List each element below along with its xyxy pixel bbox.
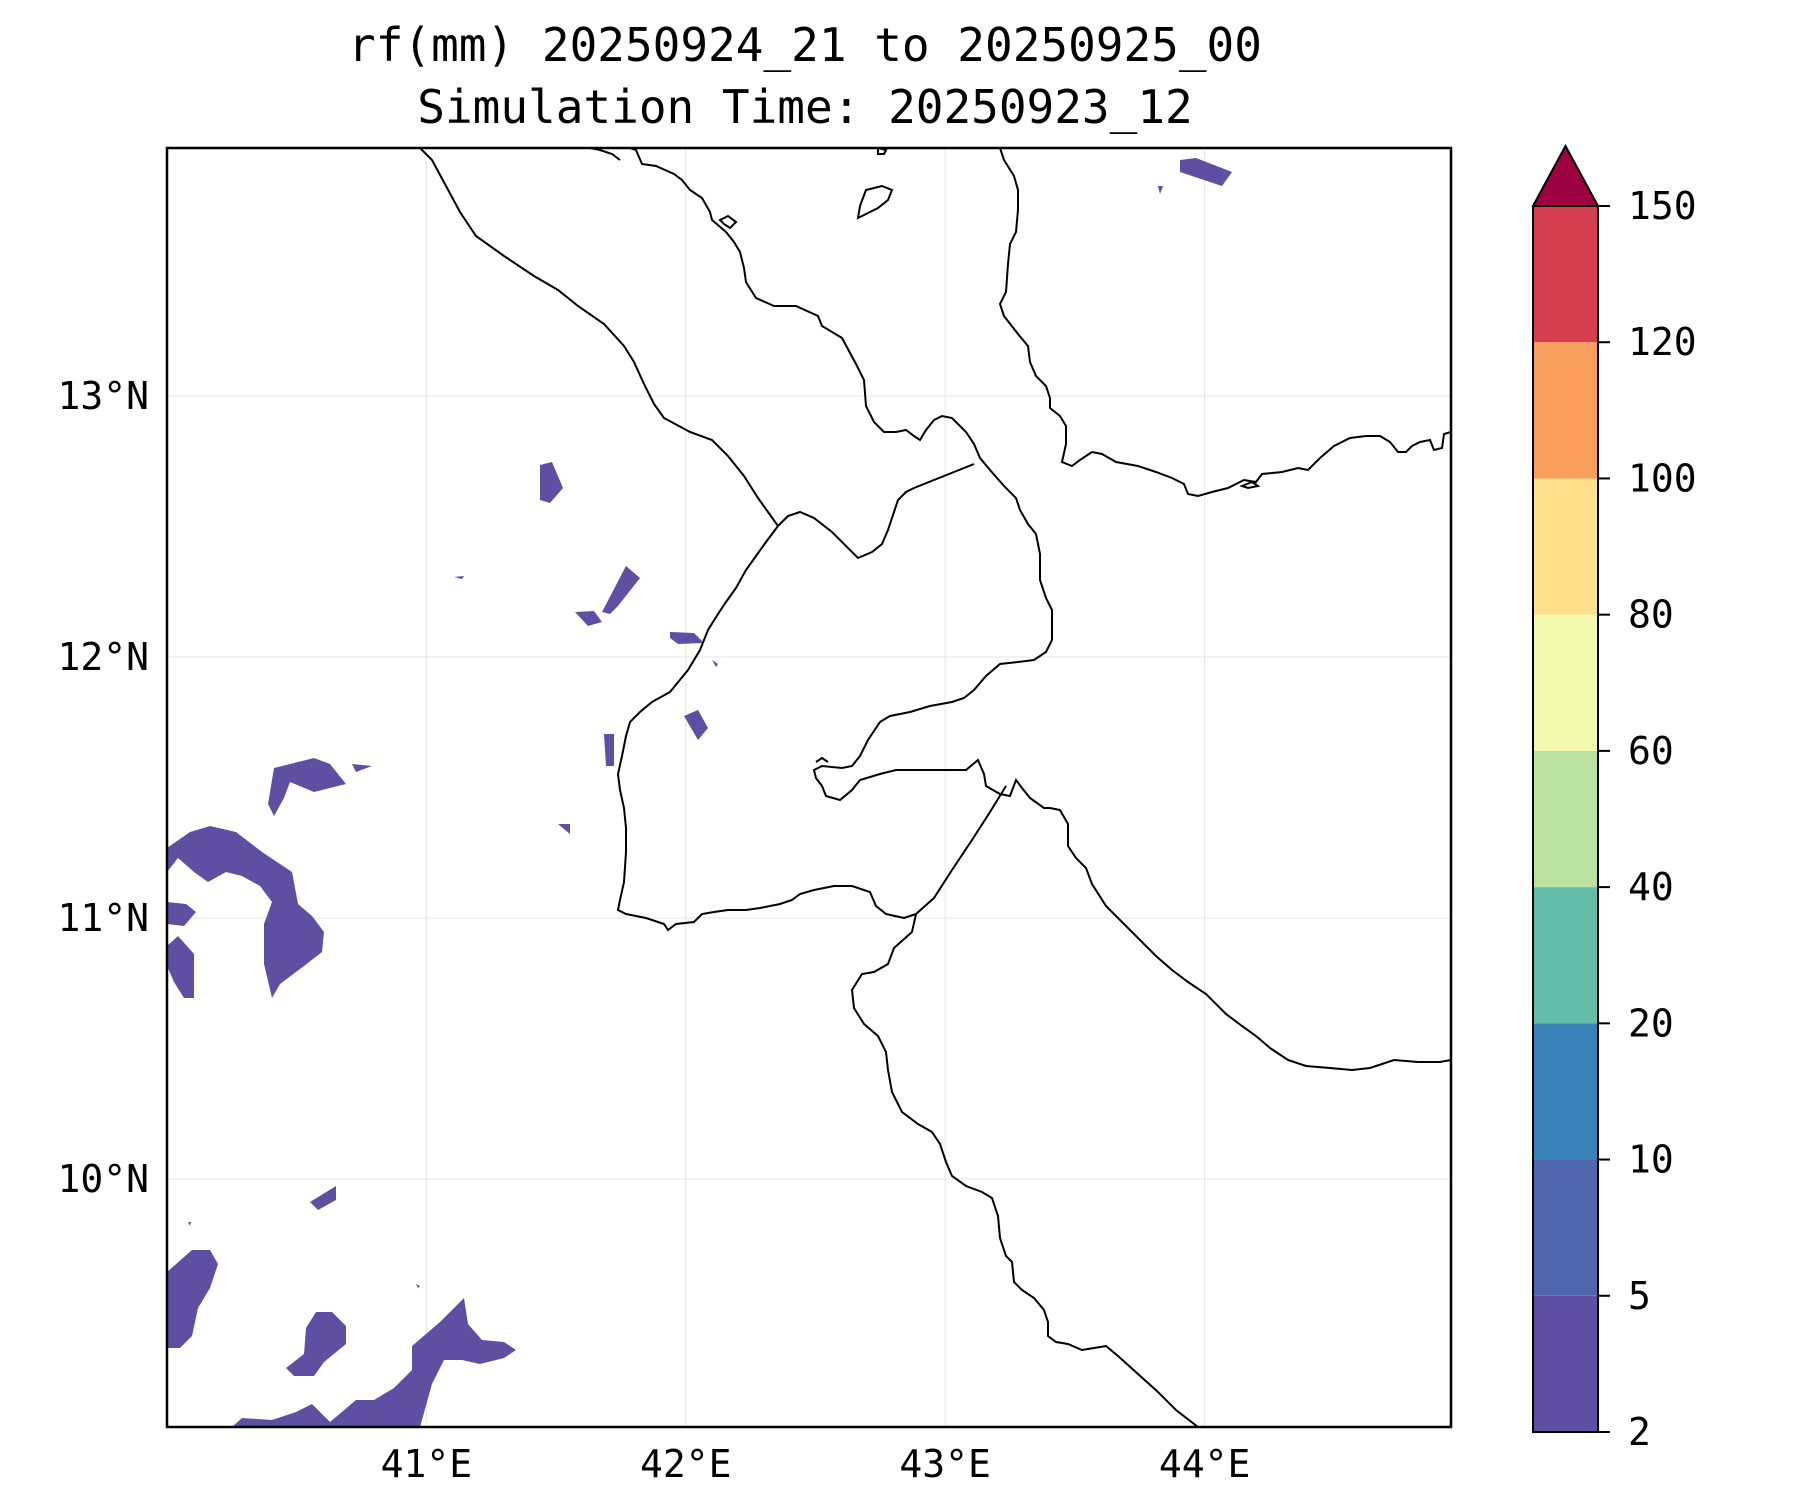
colorbar-segment	[1533, 1295, 1598, 1432]
rain-cell	[167, 826, 324, 998]
rain-cell	[602, 566, 640, 614]
rain-cell	[232, 1298, 516, 1427]
longitude-ticks: 41°E 42°E 43°E 44°E	[381, 1442, 1251, 1486]
lon-tick-label: 44°E	[1159, 1442, 1251, 1486]
plot-frame	[165, 146, 1453, 1429]
colorbar-tick-label: 10	[1628, 1138, 1674, 1182]
coastline-red-sea-east	[998, 148, 1451, 498]
rain-cell	[352, 764, 372, 772]
colorbar-segment	[1533, 206, 1598, 343]
rain-cell	[188, 1222, 191, 1226]
rain-cell	[454, 576, 464, 579]
colorbar-segment	[1533, 887, 1598, 1024]
colorbar-tick-label: 5	[1628, 1274, 1651, 1318]
rain-cell	[310, 1186, 336, 1210]
rain-cell	[268, 758, 346, 816]
colorbar-tick-label: 120	[1628, 320, 1697, 364]
rain-cell	[167, 936, 194, 998]
colorbar-segment	[1533, 750, 1598, 888]
coastlines	[419, 148, 1451, 1427]
rainfall-contours	[167, 158, 1232, 1427]
colorbar-extend-arrow	[1531, 143, 1600, 207]
gridlines	[167, 148, 1451, 1427]
rain-cell	[540, 462, 563, 503]
border-djibouti-somaliland	[915, 785, 1007, 915]
colorbar-tick-label: 40	[1628, 865, 1674, 909]
rain-cell	[604, 734, 614, 766]
rain-cell	[684, 710, 708, 740]
colorbar-tick-label: 80	[1628, 593, 1674, 637]
title-line-1: rf(mm) 20250924_21 to 20250925_00	[348, 18, 1262, 72]
border-ethiopia-djibouti	[616, 525, 917, 932]
border-ethiopia-eritrea	[419, 148, 779, 527]
colorbar-segment	[1533, 342, 1598, 479]
rain-cell	[1158, 186, 1163, 194]
lon-tick-label: 43°E	[899, 1442, 991, 1486]
lat-tick-label: 11°N	[57, 896, 149, 940]
coastline-gulf-tadjoura	[815, 756, 829, 763]
rain-cell	[575, 611, 602, 626]
rain-cell	[712, 660, 718, 667]
rain-cell	[558, 824, 570, 834]
colorbar-segment	[1533, 1023, 1598, 1160]
lat-tick-label: 13°N	[57, 374, 149, 418]
coastline-gulf-aden-north	[1239, 480, 1261, 490]
lat-tick-label: 10°N	[57, 1157, 149, 1201]
island-small-2	[877, 148, 888, 155]
colorbar-tick-label: 100	[1628, 456, 1697, 500]
colorbar-tick-label: 60	[1628, 729, 1674, 773]
colorbar-outline	[1532, 206, 1599, 1433]
colorbar: 2 5 10 20 40 60 80 100 120 150	[1531, 143, 1697, 1454]
rain-cell	[670, 632, 704, 644]
lat-tick-label: 12°N	[57, 635, 149, 679]
coastline-red-sea-west	[629, 148, 1451, 1072]
colorbar-tick-label: 150	[1628, 184, 1697, 228]
title-line-2: Simulation Time: 20250923_12	[417, 80, 1193, 134]
rain-cell	[286, 1312, 346, 1376]
island-dahlak	[856, 184, 894, 220]
colorbar-tick-label: 2	[1628, 1410, 1651, 1454]
island-small-3	[589, 148, 621, 161]
border-ethiopia-somaliland	[850, 913, 1199, 1427]
colorbar-segment	[1533, 478, 1598, 615]
colorbar-tick-label: 20	[1628, 1001, 1674, 1045]
colorbar-segment	[1533, 1159, 1598, 1296]
rain-cell	[167, 902, 196, 926]
latitude-ticks: 13°N 12°N 11°N 10°N	[57, 374, 149, 1201]
lon-tick-label: 41°E	[381, 1442, 473, 1486]
lon-tick-label: 42°E	[640, 1442, 732, 1486]
rain-cell	[416, 1284, 420, 1288]
colorbar-segment	[1533, 614, 1598, 751]
rain-cell	[167, 1250, 218, 1348]
island-small-1	[718, 214, 738, 230]
rain-cell	[1180, 158, 1232, 186]
border-eritrea-djibouti	[777, 463, 975, 560]
